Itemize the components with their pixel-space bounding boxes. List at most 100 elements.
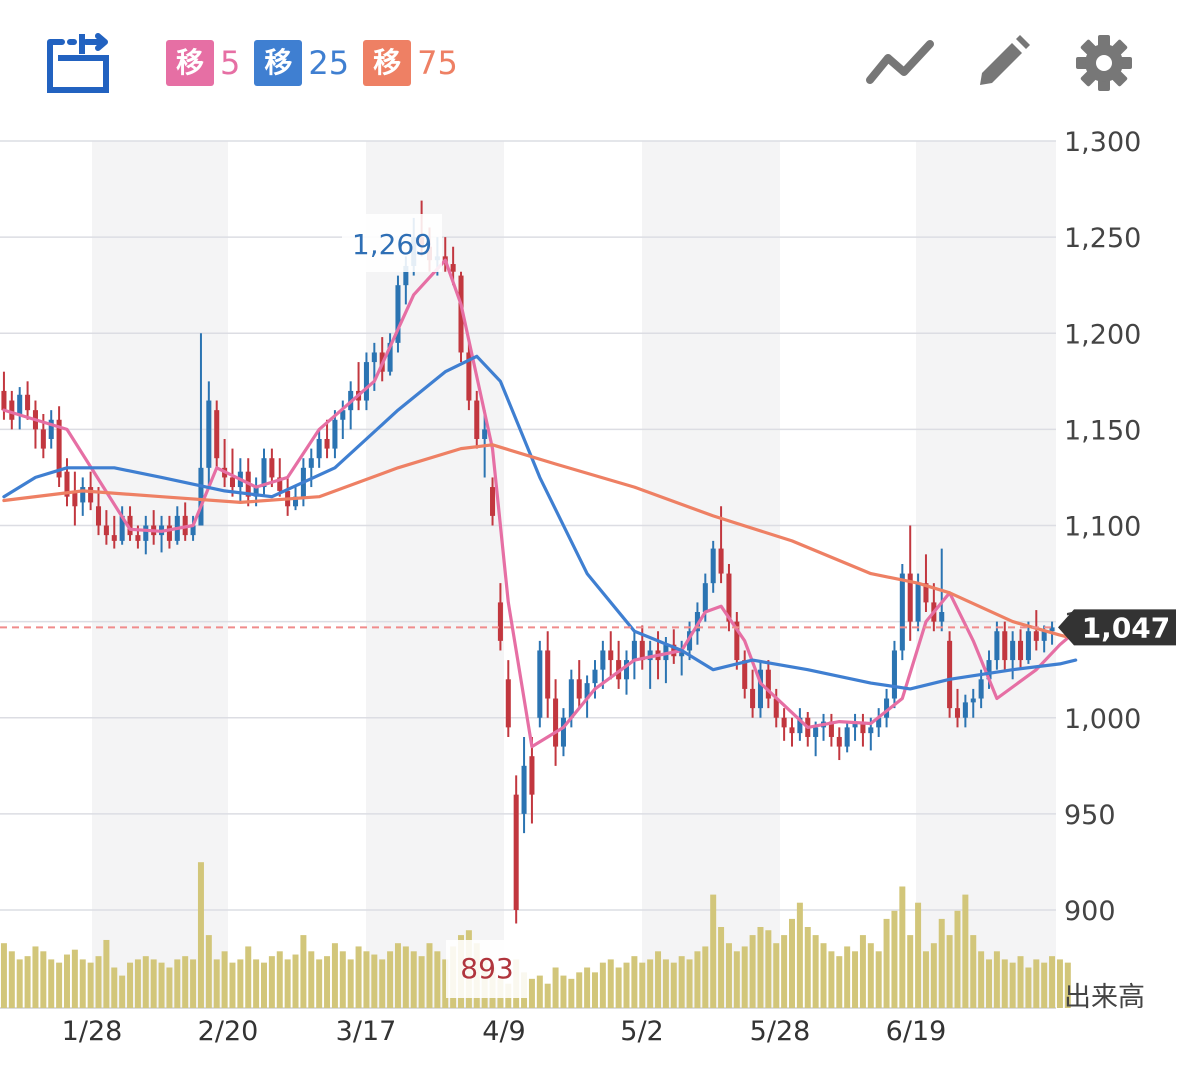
candle-body [623, 660, 630, 680]
candle-body [1049, 627, 1055, 632]
volume-bar [213, 959, 220, 1008]
candle-body [316, 438, 322, 459]
x-tick-label: 5/28 [750, 1016, 811, 1047]
candle [363, 352, 369, 411]
candle-body [56, 419, 62, 478]
volume-bar [773, 943, 780, 1008]
volume-bar [1064, 962, 1071, 1008]
volume-bar [907, 935, 914, 1008]
candle [1033, 610, 1039, 651]
candle [954, 688, 961, 728]
candle [537, 640, 543, 728]
candle-body [553, 698, 559, 747]
candle-body [166, 525, 172, 541]
volume-bar [623, 962, 630, 1008]
candle-body [836, 736, 842, 747]
volume-bar [1033, 959, 1040, 1008]
candle [608, 631, 614, 680]
candle [324, 419, 330, 459]
candle-body [403, 265, 409, 286]
candle-body [584, 683, 590, 699]
ma-5-toggle[interactable]: 移 5 [166, 40, 240, 86]
moving-average-lines [2, 258, 1078, 749]
candle-body [135, 535, 141, 541]
candle-body [742, 660, 748, 689]
y-tick-label: 1,100 [1064, 512, 1141, 543]
volume-bar [79, 959, 86, 1008]
candle-body [718, 548, 724, 574]
volume-bar [394, 943, 401, 1008]
candle-body [395, 285, 401, 343]
volume-bar [16, 959, 23, 1008]
candle [592, 660, 598, 699]
volume-bar [1049, 956, 1056, 1008]
volume-bar [639, 962, 646, 1008]
candle-body [537, 650, 543, 718]
candle-body [592, 669, 598, 684]
volume-bar [741, 946, 748, 1008]
ma-25-line [2, 354, 1078, 691]
y-tick-label: 900 [1064, 896, 1116, 927]
candle-body [844, 727, 850, 747]
x-axis-labels: 1/28 2/20 3/17 4/9 5/2 5/28 6/19 [62, 1016, 947, 1047]
candle [395, 275, 401, 353]
volume-bar [182, 956, 189, 1008]
candle-body [95, 506, 102, 526]
candle [828, 713, 834, 747]
volume-bar [694, 951, 701, 1008]
candle [308, 448, 314, 488]
candle-body [954, 708, 961, 718]
volume-bar [686, 959, 693, 1008]
candle-body [64, 471, 70, 497]
candle-body [797, 717, 803, 734]
candle-body [521, 765, 527, 814]
price-markers: 1,047 1,269 893 [0, 214, 1176, 998]
candle-body [505, 679, 511, 728]
candle-body [308, 458, 314, 468]
volume-bar [954, 910, 961, 1008]
candle-body [757, 669, 763, 709]
volume-bar [915, 902, 922, 1008]
volume-bar [229, 962, 236, 1008]
ma-75-line [2, 443, 1078, 641]
candle [576, 660, 582, 709]
volume-bar [426, 943, 433, 1008]
candle-body [72, 490, 78, 507]
month-band [92, 141, 228, 1008]
candle [962, 694, 968, 728]
volume-bar [253, 959, 260, 1008]
candle [844, 721, 850, 753]
candle [1002, 621, 1008, 670]
ma-25-toggle[interactable]: 移 25 [254, 40, 349, 86]
low-price-label: 893 [460, 952, 513, 985]
candle-body [868, 727, 874, 734]
volume-bar [48, 959, 55, 1008]
gear-icon[interactable] [1068, 30, 1140, 96]
candle-body [813, 727, 819, 737]
pencil-icon[interactable] [966, 30, 1038, 96]
candle-body [734, 621, 740, 661]
high-price-label: 1,269 [352, 228, 432, 261]
candle [214, 400, 220, 468]
candle-body [229, 477, 235, 488]
volume-bar [324, 956, 331, 1008]
ma-75-toggle[interactable]: 移 75 [363, 40, 458, 86]
candle-body [324, 438, 330, 449]
candle-body [80, 487, 86, 503]
volume-bar [702, 946, 709, 1008]
candle [923, 554, 929, 613]
share-screen-icon[interactable] [40, 32, 116, 98]
volume-bar [544, 983, 551, 1008]
volume-bar [765, 930, 772, 1008]
line-chart-icon[interactable] [864, 30, 936, 96]
candle [190, 515, 196, 541]
candle-body [1041, 631, 1047, 641]
candle-body [253, 487, 259, 497]
candle [482, 410, 488, 478]
volume-bar [347, 959, 354, 1008]
candle-body [529, 756, 535, 795]
candle-body [1, 390, 7, 411]
volume-bar [993, 951, 1000, 1008]
candle-body [994, 631, 1000, 661]
